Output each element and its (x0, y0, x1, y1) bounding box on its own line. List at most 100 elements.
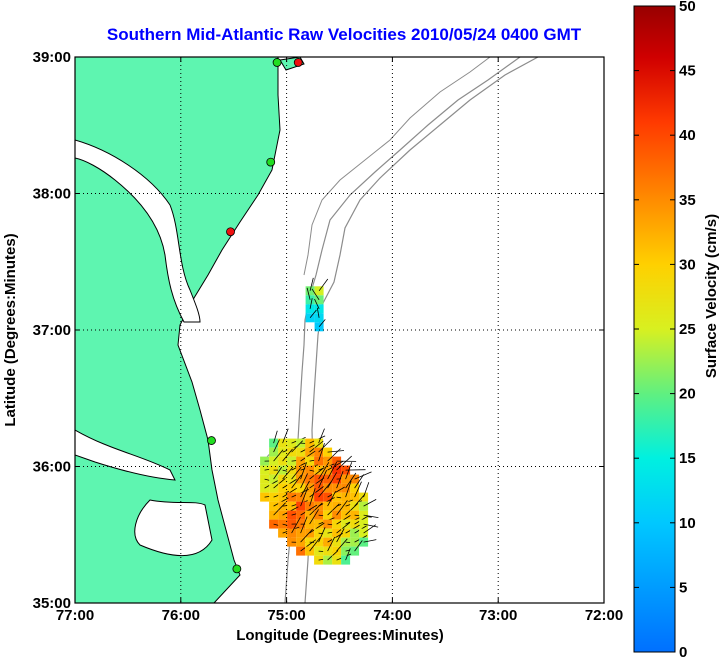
velocity-vector (291, 474, 302, 489)
velocity-vector (309, 488, 316, 507)
velocity-vector (273, 449, 284, 462)
velocity-vector (318, 319, 326, 328)
station-marker-station-4 (226, 227, 235, 237)
colorbar-tick-label: 45 (679, 63, 696, 80)
colorbar-tick-label: 50 (679, 0, 696, 15)
velocity-vector (336, 455, 352, 471)
velocity-vector (354, 493, 366, 507)
velocity-vector (309, 309, 317, 319)
station-marker-station-6 (232, 564, 242, 574)
x-tick-label: 74:00 (373, 607, 411, 624)
y-tick-label: 39:00 (33, 49, 71, 66)
velocity-vector (327, 491, 337, 507)
velocity-vector (363, 523, 379, 528)
velocity-vector (291, 440, 303, 453)
velocity-vector (318, 438, 332, 453)
colorbar-tick-label: 15 (679, 450, 696, 467)
velocity-vector (314, 298, 320, 309)
station-marker-station-5 (207, 436, 216, 445)
y-tick-label: 35:00 (33, 595, 71, 612)
velocity-vector (309, 502, 323, 516)
velocity-vector (363, 514, 379, 518)
velocity-vector (327, 503, 340, 516)
station-marker-station-3 (266, 157, 276, 167)
velocity-vector (363, 539, 377, 543)
velocity-vector (282, 466, 294, 480)
velocity-vector (318, 462, 330, 480)
velocity-vector (318, 470, 327, 489)
velocity-vector (273, 478, 286, 489)
velocity-field (260, 277, 379, 565)
velocity-vector (318, 442, 325, 462)
colorbar (633, 5, 676, 653)
velocity-vector (316, 307, 320, 318)
velocity-vector (336, 538, 348, 552)
velocity-vector (309, 537, 321, 552)
y-axis-label: Latitude (Degrees:Minutes) (2, 233, 19, 426)
chart-title: Southern Mid-Atlantic Raw Velocities 201… (107, 25, 582, 44)
velocity-vector (336, 528, 345, 543)
velocity-vector (318, 527, 326, 543)
colorbar-tick-label: 0 (679, 644, 687, 659)
map-layers (75, 57, 604, 603)
velocity-vector (306, 287, 311, 300)
velocity-vector (282, 428, 289, 444)
colorbar-tick-label: 40 (679, 127, 696, 144)
velocity-vector (300, 516, 308, 534)
velocity-vector (309, 467, 325, 480)
x-tick-label: 75:00 (267, 607, 305, 624)
station-marker-station-1 (293, 58, 303, 67)
velocity-vector (300, 473, 308, 489)
pamlico-sound (134, 499, 213, 557)
velocity-vector (345, 503, 359, 516)
colorbar-tick-label: 35 (679, 192, 696, 209)
velocity-vector (327, 550, 339, 561)
velocity-vector (309, 477, 325, 489)
y-tick-label: 36:00 (33, 459, 71, 476)
y-axis-ticks: 35:00 36:00 37:00 38:00 39:00 (33, 49, 604, 612)
albemarle-sound (75, 429, 176, 481)
velocity-vector (309, 486, 324, 498)
x-axis-label: Longitude (Degrees:Minutes) (236, 627, 444, 644)
velocity-vector (273, 439, 280, 453)
velocity-vector (300, 450, 316, 462)
velocity-vector (300, 539, 317, 552)
colorbar-tick-label: 10 (679, 515, 696, 532)
velocity-vector (327, 472, 338, 489)
velocity-vector (309, 440, 324, 453)
velocity-vector (309, 277, 314, 291)
colorbar-tick-label: 20 (679, 386, 696, 403)
velocity-vector (300, 462, 307, 480)
velocity-vector (273, 502, 286, 516)
velocity-vector (291, 466, 302, 480)
bathymetry-contour (303, 57, 491, 276)
velocity-vector (363, 524, 377, 534)
velocity-vector (291, 516, 301, 534)
velocity-vector (327, 461, 338, 480)
velocity-vector (354, 474, 365, 489)
velocity-vector (300, 480, 310, 498)
x-tick-label: 76:00 (162, 607, 200, 624)
velocity-vector (345, 480, 352, 498)
velocity-vector (336, 500, 348, 516)
y-tick-label: 38:00 (33, 186, 71, 203)
velocity-vector (273, 430, 278, 444)
velocity-vector (345, 548, 351, 561)
velocity-vector (282, 448, 293, 462)
colorbar-tick-label: 5 (679, 579, 687, 596)
colorbar-label: Surface Velocity (cm/s) (703, 214, 720, 378)
velocity-vector (327, 486, 345, 498)
velocity-vector (273, 466, 283, 480)
station-markers (207, 58, 303, 574)
velocity-vector (311, 288, 320, 301)
velocity-vector (327, 536, 336, 552)
velocity-vector (354, 481, 362, 498)
colorbar-tick-label: 30 (679, 256, 696, 273)
velocity-vector (327, 448, 341, 462)
velocity-vector (318, 428, 325, 444)
velocity-vector (300, 487, 309, 507)
chesapeake-bay (75, 139, 201, 323)
velocity-vector (336, 471, 344, 489)
velocity-vector (318, 278, 329, 292)
